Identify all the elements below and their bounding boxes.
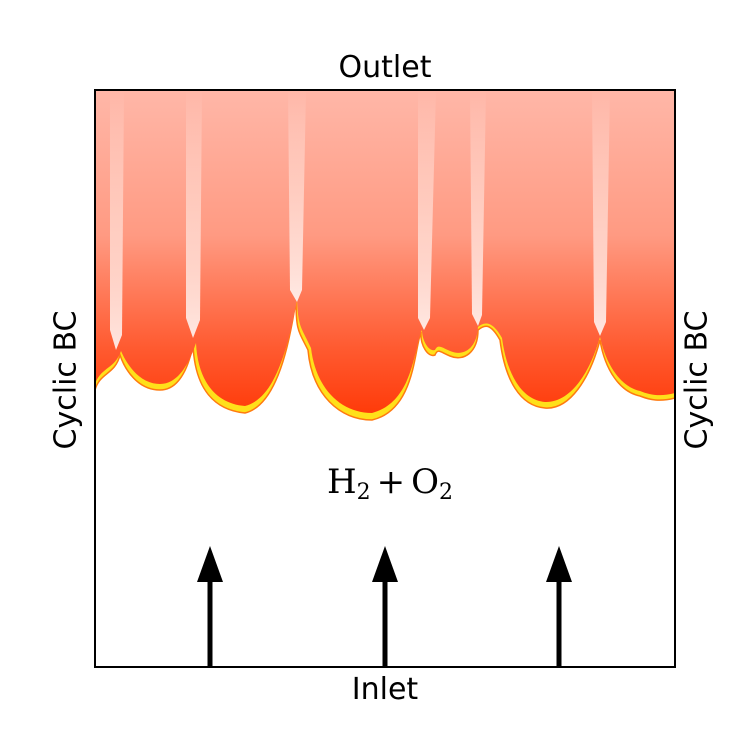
- plus-operator: +: [376, 462, 406, 502]
- flame-streaks: [110, 90, 610, 350]
- arrow-up-icon: [546, 546, 572, 667]
- arrow-up-icon: [372, 546, 398, 667]
- burnt-gas-region: [95, 90, 675, 413]
- outlet-label: Outlet: [338, 50, 432, 85]
- right-boundary-label: Cyclic BC: [679, 310, 715, 450]
- inlet-label: Inlet: [351, 672, 419, 707]
- mixture-formula: H2 + O2: [290, 462, 490, 505]
- arrow-up-icon: [197, 546, 223, 667]
- species-oxygen: O: [411, 462, 440, 502]
- subscript-hydrogen: 2: [356, 480, 371, 505]
- left-boundary-label: Cyclic BC: [48, 310, 84, 450]
- subscript-oxygen: 2: [439, 480, 454, 505]
- species-hydrogen: H: [326, 462, 357, 502]
